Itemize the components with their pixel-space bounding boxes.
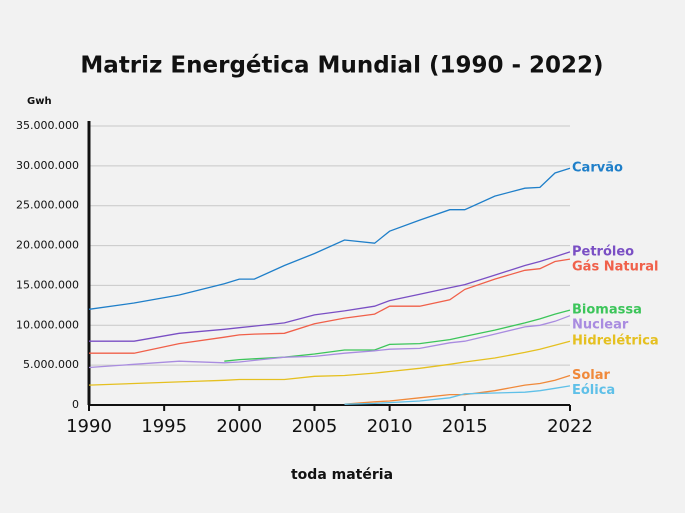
legend-label: Biomassa [572, 303, 642, 318]
y-tick-label: 15.000.000 [16, 278, 79, 291]
legend-label: Nuclear [572, 318, 629, 333]
x-tick-label: 1995 [141, 416, 187, 437]
series-line [89, 251, 571, 342]
x-tick-label: 2000 [216, 416, 262, 437]
series-line [344, 385, 571, 405]
y-tick-label: 25.000.000 [16, 199, 79, 212]
legend-label: Gás Natural [572, 259, 658, 274]
series-line [89, 258, 571, 354]
legend-label: Eólica [572, 383, 615, 398]
y-tick-label: 5.000.000 [23, 358, 79, 371]
x-tick-label: 2005 [292, 416, 338, 437]
x-tick-label: 2015 [442, 416, 488, 437]
footer: toda matéria [291, 467, 393, 483]
series-line [88, 315, 571, 369]
y-axis-label: Gwh [27, 96, 52, 107]
y-tick-label: 20.000.000 [16, 239, 79, 252]
x-tick-label: 2010 [367, 416, 413, 437]
legend-label: Hidrelétrica [572, 334, 659, 349]
series-line [88, 167, 571, 310]
y-tick-label: 10.000.000 [16, 318, 79, 331]
series-line [344, 374, 571, 405]
legend-label: Petróleo [572, 244, 634, 259]
series-line [224, 309, 571, 362]
series-line [88, 340, 571, 386]
y-tick-label: 0 [72, 398, 79, 411]
y-tick-label: 35.000.000 [16, 119, 79, 132]
legend-label: Solar [572, 368, 611, 383]
x-tick-label: 1990 [66, 416, 112, 437]
chart-title: Matriz Energética Mundial (1990 - 2022) [80, 53, 603, 79]
y-tick-label: 30.000.000 [16, 159, 79, 172]
x-tick-label: 2022 [547, 416, 593, 437]
legend-label: Carvão [572, 161, 623, 176]
